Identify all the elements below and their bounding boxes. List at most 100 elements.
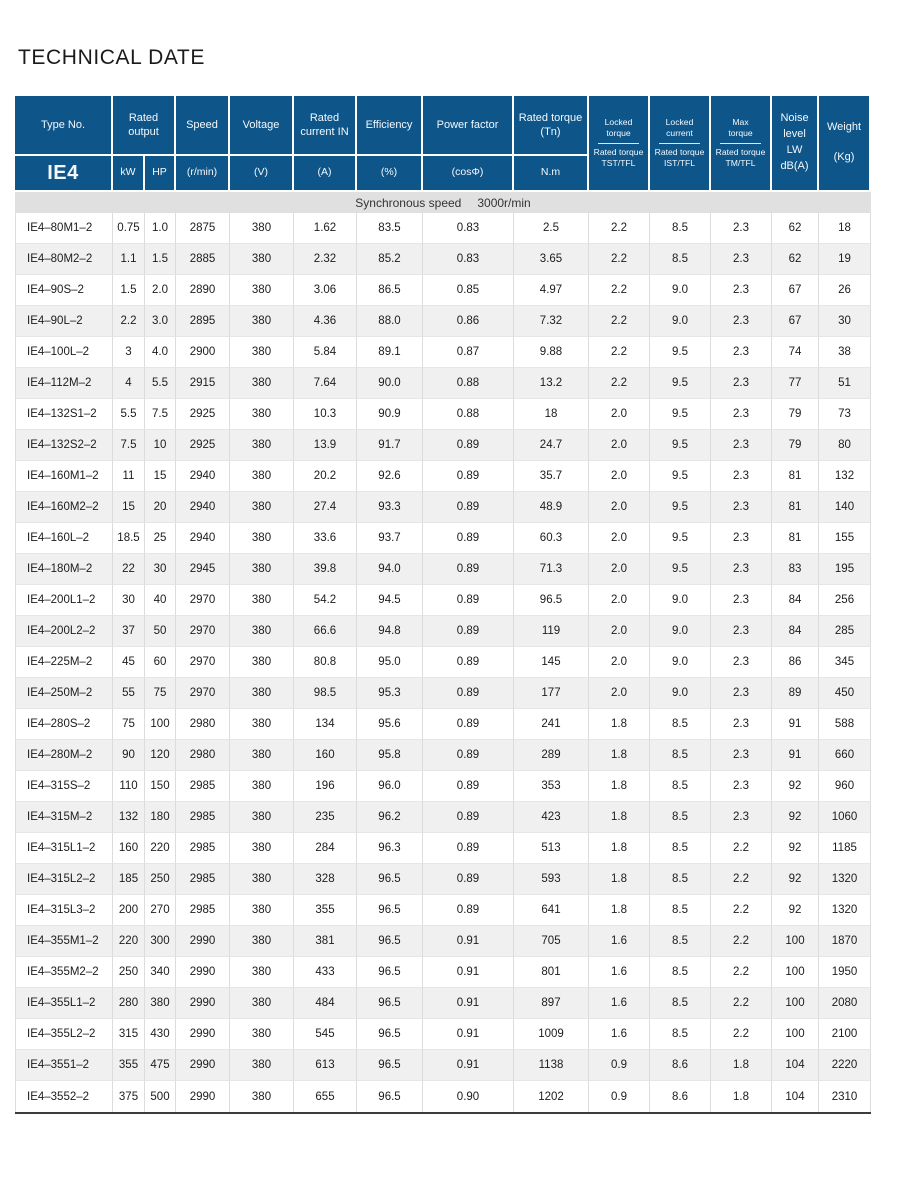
cell-hp: 15 [145,461,176,492]
cell-weight: 450 [819,678,871,709]
cell-rated-torque: 2.5 [514,213,589,244]
cell-rated-current: 284 [294,833,357,864]
cell-rated-current: 98.5 [294,678,357,709]
cell-tst-tfl: 1.8 [589,740,650,771]
cell-weight: 155 [819,523,871,554]
ratio-label: IST/TFL [663,157,696,168]
cell-tm-tfl: 2.3 [711,802,772,833]
col-header-type-no: Type No. [15,96,113,156]
cell-hp: 75 [145,678,176,709]
cell-tst-tfl: 2.0 [589,399,650,430]
table-row: IE4–90S–2 1.5 2.0 2890 380 3.06 86.5 0.85 4.97 2.… [15,275,871,306]
cell-ist-tfl: 8.5 [650,988,711,1019]
table-row: IE4–200L2–2 37 50 2970 380 66.6 94.8 0.89 119 2.0… [15,616,871,647]
cell-voltage: 380 [230,957,294,988]
cell-voltage: 380 [230,709,294,740]
cell-ist-tfl: 9.5 [650,399,711,430]
cell-rated-torque: 96.5 [514,585,589,616]
cell-tst-tfl: 1.8 [589,864,650,895]
cell-ist-tfl: 9.5 [650,337,711,368]
cell-hp: 1.0 [145,213,176,244]
cell-voltage: 380 [230,1081,294,1112]
cell-rated-current: 3.06 [294,275,357,306]
cell-voltage: 380 [230,275,294,306]
table-row: IE4–315L1–2 160 220 2985 380 284 96.3 0.89 513 1.… [15,833,871,864]
table-row: IE4–280M–2 90 120 2980 380 160 95.8 0.89 289 1.8 8… [15,740,871,771]
cell-weight: 26 [819,275,871,306]
cell-tm-tfl: 2.2 [711,926,772,957]
cell-speed: 2885 [176,244,230,275]
col-header-max-torque-ratio: Max torque Rated torque TM/TFL [711,96,772,192]
cell-voltage: 380 [230,678,294,709]
cell-rated-torque: 1202 [514,1081,589,1112]
cell-power-factor: 0.89 [423,585,514,616]
cell-tst-tfl: 2.2 [589,368,650,399]
cell-type-no: IE4–160M1–2 [15,461,113,492]
col-header-voltage: Voltage [230,96,294,156]
cell-efficiency: 88.0 [357,306,423,337]
cell-weight: 38 [819,337,871,368]
cell-speed: 2985 [176,864,230,895]
cell-noise-level: 81 [772,461,819,492]
cell-rated-current: 13.9 [294,430,357,461]
cell-noise-level: 100 [772,988,819,1019]
cell-tm-tfl: 1.8 [711,1081,772,1112]
cell-power-factor: 0.89 [423,678,514,709]
cell-tst-tfl: 2.0 [589,678,650,709]
cell-rated-current: 655 [294,1081,357,1112]
cell-efficiency: 96.5 [357,864,423,895]
cell-power-factor: 0.91 [423,1019,514,1050]
cell-hp: 20 [145,492,176,523]
cell-rated-current: 235 [294,802,357,833]
cell-noise-level: 92 [772,802,819,833]
cell-rated-current: 5.84 [294,337,357,368]
cell-tm-tfl: 2.3 [711,213,772,244]
cell-kw: 1.5 [113,275,145,306]
cell-hp: 40 [145,585,176,616]
cell-voltage: 380 [230,616,294,647]
cell-weight: 73 [819,399,871,430]
cell-noise-level: 104 [772,1081,819,1112]
cell-noise-level: 79 [772,430,819,461]
cell-voltage: 380 [230,1019,294,1050]
cell-kw: 22 [113,554,145,585]
cell-kw: 200 [113,895,145,926]
cell-tm-tfl: 2.3 [711,740,772,771]
cell-power-factor: 0.89 [423,864,514,895]
cell-ist-tfl: 9.0 [650,647,711,678]
cell-voltage: 380 [230,244,294,275]
cell-tst-tfl: 0.9 [589,1081,650,1112]
cell-ist-tfl: 8.5 [650,802,711,833]
cell-rated-current: 20.2 [294,461,357,492]
cell-rated-torque: 13.2 [514,368,589,399]
col-header-noise-level: Noise level LW dB(A) [772,96,819,192]
table-row: IE4–315S–2 110 150 2985 380 196 96.0 0.89 353 1.8… [15,771,871,802]
cell-power-factor: 0.89 [423,709,514,740]
cell-efficiency: 94.5 [357,585,423,616]
cell-hp: 430 [145,1019,176,1050]
cell-type-no: IE4–355M1–2 [15,926,113,957]
cell-type-no: IE4–100L–2 [15,337,113,368]
col-header-weight: Weight (Kg) [819,96,871,192]
cell-rated-current: 66.6 [294,616,357,647]
cell-voltage: 380 [230,399,294,430]
cell-weight: 1870 [819,926,871,957]
unit-power-factor: (cosΦ) [423,156,514,192]
cell-rated-torque: 423 [514,802,589,833]
cell-speed: 2990 [176,1019,230,1050]
cell-rated-current: 39.8 [294,554,357,585]
cell-power-factor: 0.89 [423,802,514,833]
cell-noise-level: 100 [772,926,819,957]
cell-power-factor: 0.89 [423,492,514,523]
cell-voltage: 380 [230,771,294,802]
col-header-rated-torque: Rated torque (Tn) [514,96,589,156]
synchronous-speed-label: Synchronous speed [355,195,462,210]
cell-tst-tfl: 2.0 [589,430,650,461]
cell-noise-level: 81 [772,492,819,523]
cell-tst-tfl: 0.9 [589,1050,650,1081]
cell-hp: 250 [145,864,176,895]
table-row: IE4–250M–2 55 75 2970 380 98.5 95.3 0.89 177 2.0 9… [15,678,871,709]
cell-rated-torque: 24.7 [514,430,589,461]
cell-tm-tfl: 2.3 [711,430,772,461]
cell-efficiency: 93.7 [357,523,423,554]
